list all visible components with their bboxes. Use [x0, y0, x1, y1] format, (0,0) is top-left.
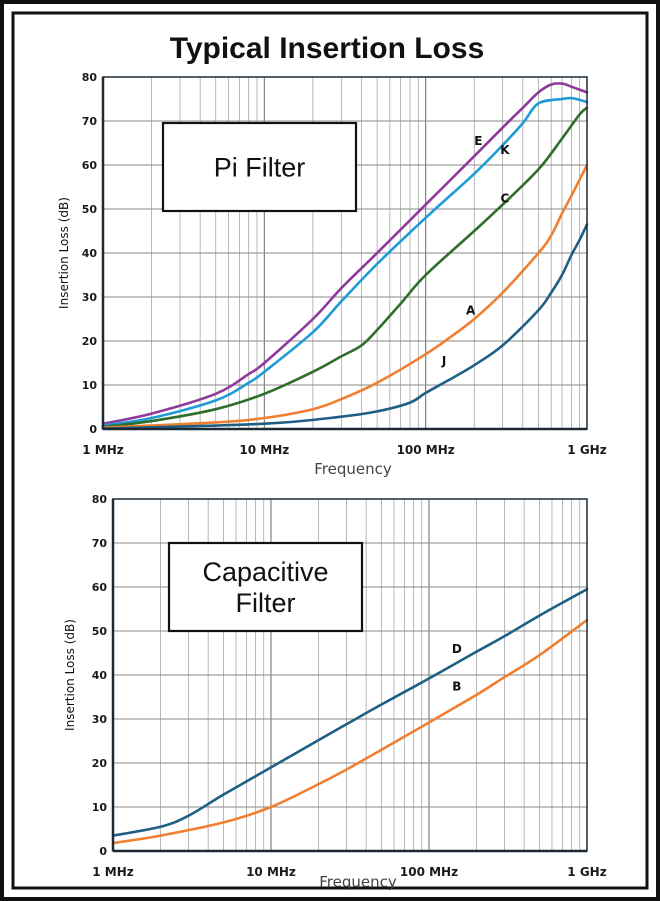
- series-line-k: [101, 96, 589, 427]
- y-tick-label: 0: [89, 423, 97, 436]
- x-tick-label: 1 MHz: [92, 865, 134, 879]
- series-label-a: A: [466, 304, 476, 318]
- y-tick-label: 60: [92, 581, 108, 594]
- filter-name-label: Pi Filter: [214, 152, 306, 182]
- y-tick-label: 50: [82, 203, 98, 216]
- y-tick-label: 20: [92, 757, 108, 770]
- series-line-e: [101, 82, 589, 426]
- y-axis-title: Insertion Loss (dB): [63, 619, 77, 731]
- series-line-c: [101, 106, 589, 429]
- x-tick-label: 1 GHz: [567, 865, 606, 879]
- series-line-a: [101, 163, 589, 429]
- y-tick-label: 60: [82, 159, 98, 172]
- chart-title: Typical Insertion Loss: [170, 32, 485, 65]
- pi-filter-panel: 0 10 20 30 40 50 60 70 80 1 MHz 10 MHz 100 MHz 1 GHz…: [57, 71, 607, 478]
- series-label-e: E: [474, 134, 482, 148]
- filter-name-label: Filter: [236, 588, 296, 618]
- capacitive-filter-panel: 0 10 20 30 40 50 60 70 80 1 MHz 10 MHz 100 MHz 1 GHz…: [63, 493, 607, 891]
- x-tick-label: 10 MHz: [246, 865, 296, 879]
- series-line-j: [101, 223, 589, 430]
- x-axis-title: Frequency: [319, 873, 397, 891]
- x-axis-title: Frequency: [314, 460, 392, 478]
- y-tick-label: 80: [82, 71, 98, 84]
- y-tick-label: 10: [82, 379, 98, 392]
- x-tick-label: 10 MHz: [239, 443, 289, 457]
- y-tick-label: 40: [82, 247, 98, 260]
- y-tick-label: 10: [92, 801, 108, 814]
- y-tick-label: 70: [82, 115, 98, 128]
- x-tick-label: 1 GHz: [567, 443, 606, 457]
- x-tick-label: 100 MHz: [400, 865, 458, 879]
- y-tick-label: 50: [92, 625, 108, 638]
- x-tick-label: 1 MHz: [82, 443, 124, 457]
- filter-name-box: [161, 121, 358, 213]
- series-label-k: K: [500, 143, 510, 157]
- series-line-d: [111, 587, 589, 837]
- y-axis-title: Insertion Loss (dB): [57, 197, 71, 309]
- filter-name-box: [167, 541, 364, 633]
- series-label-j: J: [441, 354, 446, 368]
- y-tick-label: 70: [92, 537, 108, 550]
- y-tick-label: 20: [82, 335, 98, 348]
- series-label-b: B: [452, 679, 461, 693]
- filter-name-label: Capacitive: [202, 557, 328, 587]
- y-tick-label: 80: [92, 493, 108, 506]
- series-label-c: C: [501, 191, 510, 205]
- y-tick-label: 30: [82, 291, 98, 304]
- series-label-d: D: [452, 642, 462, 656]
- inner-border: [11, 11, 649, 890]
- y-tick-label: 0: [99, 845, 107, 858]
- y-tick-label: 40: [92, 669, 108, 682]
- series-line-b: [111, 618, 589, 845]
- x-tick-label: 100 MHz: [397, 443, 455, 457]
- y-tick-label: 30: [92, 713, 108, 726]
